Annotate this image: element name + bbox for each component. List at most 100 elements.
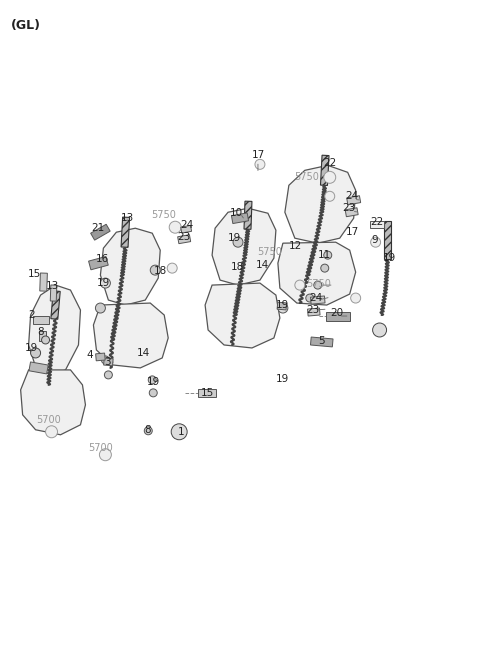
Text: 4: 4 xyxy=(86,350,93,360)
Bar xyxy=(321,155,329,185)
Text: 19: 19 xyxy=(383,253,396,263)
Polygon shape xyxy=(205,283,280,348)
Bar xyxy=(91,224,110,240)
Text: 23: 23 xyxy=(342,203,355,214)
Bar xyxy=(121,217,130,248)
Text: 10: 10 xyxy=(229,208,242,218)
Text: 24: 24 xyxy=(309,293,323,303)
Text: 24: 24 xyxy=(180,220,194,230)
Text: 14: 14 xyxy=(256,260,270,270)
Text: 3: 3 xyxy=(104,357,111,367)
Bar xyxy=(50,285,57,301)
Circle shape xyxy=(42,336,49,344)
Bar xyxy=(277,302,287,310)
Text: 5700: 5700 xyxy=(36,415,61,425)
Bar xyxy=(198,389,216,397)
Text: 19: 19 xyxy=(276,374,289,384)
Circle shape xyxy=(321,264,329,272)
Text: 19: 19 xyxy=(276,300,289,310)
Text: 19: 19 xyxy=(146,377,160,387)
Text: 21: 21 xyxy=(91,223,104,233)
Bar xyxy=(40,273,48,291)
Text: 22: 22 xyxy=(370,217,383,227)
Bar xyxy=(311,337,333,347)
Text: 15: 15 xyxy=(28,269,41,279)
Text: 24: 24 xyxy=(345,191,358,201)
Polygon shape xyxy=(21,370,85,435)
Circle shape xyxy=(324,251,332,259)
Circle shape xyxy=(31,348,41,358)
Circle shape xyxy=(169,221,181,233)
Text: 13: 13 xyxy=(46,281,59,291)
Circle shape xyxy=(351,293,360,303)
Text: 9: 9 xyxy=(372,235,378,245)
Text: 5700: 5700 xyxy=(88,443,113,453)
Circle shape xyxy=(167,263,177,273)
Circle shape xyxy=(100,278,110,288)
Text: 14: 14 xyxy=(137,348,150,358)
Text: 8: 8 xyxy=(37,327,44,337)
Circle shape xyxy=(278,303,288,313)
Circle shape xyxy=(255,159,265,170)
Text: 13: 13 xyxy=(120,214,134,223)
Circle shape xyxy=(171,424,187,440)
Polygon shape xyxy=(94,303,168,368)
Circle shape xyxy=(324,172,336,183)
Polygon shape xyxy=(278,242,356,305)
Polygon shape xyxy=(100,228,160,305)
Circle shape xyxy=(325,191,335,201)
Text: 5750: 5750 xyxy=(257,247,282,257)
Text: 19: 19 xyxy=(25,343,38,353)
Circle shape xyxy=(150,265,160,275)
Text: 15: 15 xyxy=(201,388,214,398)
Text: 5: 5 xyxy=(318,336,325,346)
Text: 22: 22 xyxy=(323,159,336,168)
Text: 1: 1 xyxy=(178,427,184,437)
Text: 18: 18 xyxy=(154,266,167,276)
Bar xyxy=(311,296,325,304)
Circle shape xyxy=(148,376,156,384)
Text: 16: 16 xyxy=(96,254,109,264)
Text: 17: 17 xyxy=(346,227,360,237)
Text: 18: 18 xyxy=(230,262,244,272)
Bar xyxy=(96,353,105,361)
Bar xyxy=(178,234,191,244)
Circle shape xyxy=(144,427,152,435)
Bar xyxy=(326,312,350,320)
Bar xyxy=(384,221,391,259)
Text: 12: 12 xyxy=(289,241,302,251)
Polygon shape xyxy=(29,285,81,375)
Text: 23: 23 xyxy=(306,305,319,315)
Bar xyxy=(51,291,60,319)
Circle shape xyxy=(306,294,314,302)
Bar xyxy=(347,196,360,205)
Polygon shape xyxy=(212,208,276,285)
Circle shape xyxy=(233,237,243,247)
Text: 5750: 5750 xyxy=(306,279,331,289)
Circle shape xyxy=(149,389,157,397)
Bar xyxy=(345,208,358,217)
Bar xyxy=(29,362,48,374)
Text: 2: 2 xyxy=(28,310,35,320)
Bar xyxy=(104,358,113,365)
Circle shape xyxy=(372,323,386,337)
Text: 20: 20 xyxy=(330,308,343,318)
Circle shape xyxy=(46,426,58,438)
Text: 19: 19 xyxy=(228,233,240,243)
Text: 8: 8 xyxy=(144,425,151,435)
Circle shape xyxy=(96,303,106,313)
Polygon shape xyxy=(285,165,356,243)
Circle shape xyxy=(314,281,322,289)
Bar xyxy=(181,225,192,233)
Circle shape xyxy=(101,356,109,364)
Bar xyxy=(89,257,108,270)
Bar xyxy=(308,308,320,316)
Text: 5750: 5750 xyxy=(151,210,176,220)
Bar xyxy=(33,316,48,324)
Circle shape xyxy=(104,371,112,379)
Bar xyxy=(231,213,249,223)
Bar xyxy=(370,221,384,228)
Bar xyxy=(244,201,252,229)
Circle shape xyxy=(371,237,381,247)
Text: 5750: 5750 xyxy=(294,172,319,182)
